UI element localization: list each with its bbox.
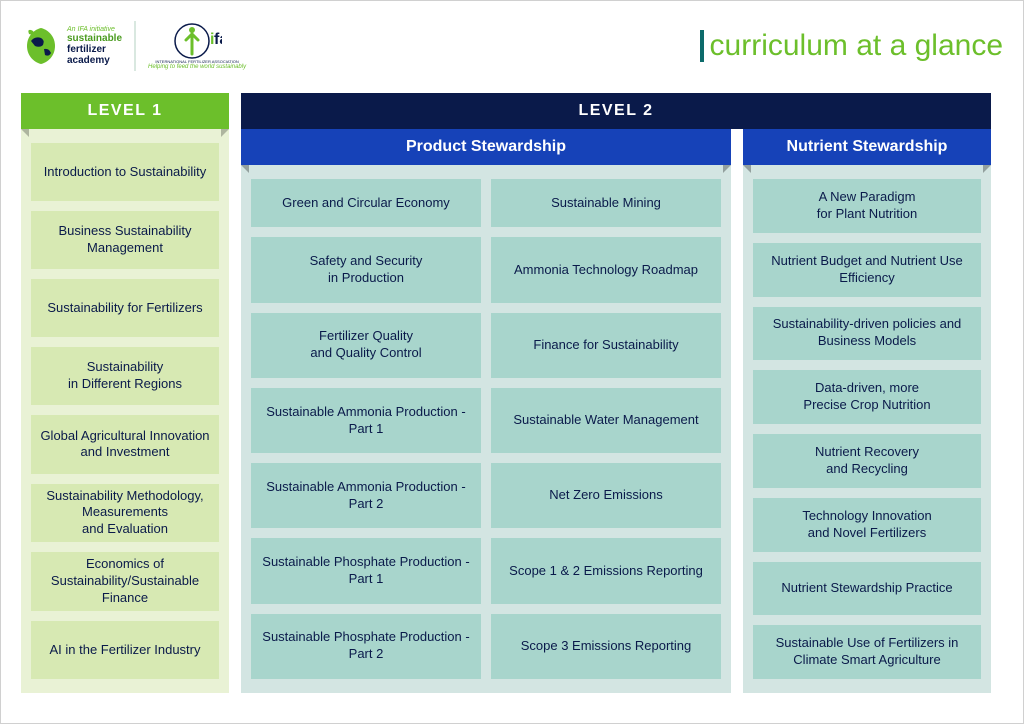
product-card: Scope 1 & 2 Emissions Reporting: [491, 538, 721, 603]
product-card: Sustainable Mining: [491, 179, 721, 227]
product-card: Green and Circular Economy: [251, 179, 481, 227]
nutrient-header: Nutrient Stewardship: [743, 129, 991, 165]
ifa-logo: i fa INTERNATIONAL FERTILIZER ASSOCIATIO…: [148, 22, 246, 70]
sfa-line2: fertilizer: [67, 44, 122, 55]
logo-group: An IFA initiative sustainable fertilizer…: [21, 21, 246, 71]
product-card: Sustainable Water Management: [491, 388, 721, 453]
ifa-icon: i fa: [172, 22, 222, 60]
sfa-text: An IFA initiative sustainable fertilizer…: [67, 26, 122, 67]
nutrient-body: A New Paradigmfor Plant Nutrition Nutrien…: [743, 165, 991, 693]
level1-card: Global Agricultural Innovation and Inves…: [31, 415, 219, 473]
title-wrap: curriculum at a glance: [700, 29, 1003, 63]
level1-card: AI in the Fertilizer Industry: [31, 621, 219, 679]
nutrient-card: Nutrient Budget and Nutrient Use Efficie…: [753, 243, 981, 297]
product-card: Sustainable Ammonia Production - Part 2: [251, 463, 481, 528]
svg-text:fa: fa: [214, 31, 222, 48]
product-card: Net Zero Emissions: [491, 463, 721, 528]
level1-header: LEVEL 1: [21, 93, 229, 129]
nutrient-card: A New Paradigmfor Plant Nutrition: [753, 179, 981, 233]
product-card: Ammonia Technology Roadmap: [491, 237, 721, 302]
product-card: Fertilizer Qualityand Quality Control: [251, 313, 481, 378]
sfa-line3: academy: [67, 55, 122, 66]
title-bar: [700, 30, 704, 62]
sfa-tagline: An IFA initiative: [67, 26, 122, 34]
level2-subcolumns: Product Stewardship Green and Circular E…: [241, 129, 991, 693]
logo-divider: [134, 21, 136, 71]
product-header: Product Stewardship: [241, 129, 731, 165]
sfa-logo: An IFA initiative sustainable fertilizer…: [21, 26, 122, 67]
product-card: Scope 3 Emissions Reporting: [491, 614, 721, 679]
columns: LEVEL 1 Introduction to Sustainability Bu…: [21, 93, 1003, 693]
header: An IFA initiative sustainable fertilizer…: [21, 11, 1003, 81]
product-card: Finance for Sustainability: [491, 313, 721, 378]
product-card: Safety and Securityin Production: [251, 237, 481, 302]
ifa-tag: Helping to feed the world sustainably: [148, 64, 246, 70]
level1-card: Sustainability for Fertilizers: [31, 279, 219, 337]
level2-column: LEVEL 2 Product Stewardship Green and Ci…: [241, 93, 991, 693]
nutrient-card: Nutrient Stewardship Practice: [753, 562, 981, 616]
level1-card: Sustainability Methodology, Measurements…: [31, 484, 219, 543]
level1-card: Business Sustainability Management: [31, 211, 219, 269]
level1-card: Economics of Sustainability/Sustainable …: [31, 552, 219, 611]
level1-card: Sustainabilityin Different Regions: [31, 347, 219, 405]
page: An IFA initiative sustainable fertilizer…: [0, 0, 1024, 724]
nutrient-card: Data-driven, morePrecise Crop Nutrition: [753, 370, 981, 424]
product-card: Sustainable Phosphate Production - Part …: [251, 614, 481, 679]
level1-card: Introduction to Sustainability: [31, 143, 219, 201]
product-body: Green and Circular EconomySustainable Mi…: [241, 165, 731, 693]
level1-column: LEVEL 1 Introduction to Sustainability Bu…: [21, 93, 229, 693]
nutrient-stewardship-column: Nutrient Stewardship A New Paradigmfor P…: [743, 129, 991, 693]
level1-body: Introduction to Sustainability Business S…: [21, 129, 229, 693]
product-stewardship-column: Product Stewardship Green and Circular E…: [241, 129, 731, 693]
level2-header: LEVEL 2: [241, 93, 991, 129]
nutrient-card: Sustainability-driven policies and Busin…: [753, 307, 981, 361]
nutrient-card: Technology Innovationand Novel Fertilize…: [753, 498, 981, 552]
product-card: Sustainable Ammonia Production - Part 1: [251, 388, 481, 453]
globe-icon: [21, 26, 61, 66]
nutrient-card: Nutrient Recoveryand Recycling: [753, 434, 981, 488]
product-card: Sustainable Phosphate Production - Part …: [251, 538, 481, 603]
nutrient-card: Sustainable Use of Fertilizers in Climat…: [753, 625, 981, 679]
page-title: curriculum at a glance: [710, 29, 1003, 63]
sfa-line1: sustainable: [67, 33, 122, 44]
